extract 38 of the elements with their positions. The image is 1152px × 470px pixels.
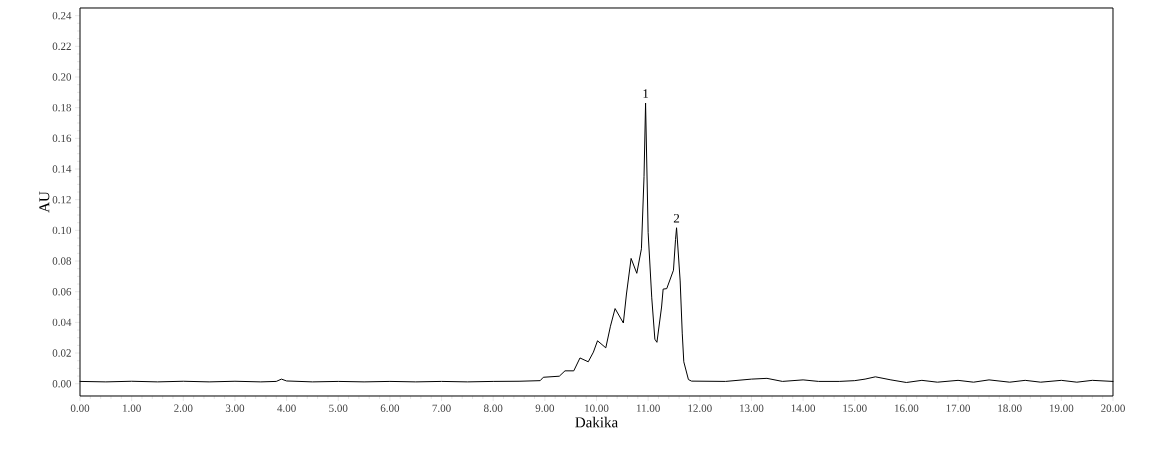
y-tick-label: 0.06 xyxy=(52,287,72,296)
y-tick-label: 0.04 xyxy=(52,318,72,327)
y-tick-label: 0.14 xyxy=(52,165,72,173)
x-tick-label: 11.00 xyxy=(636,404,660,412)
x-tick-label: 14.00 xyxy=(791,404,816,412)
x-tick-label: 7.00 xyxy=(432,404,451,412)
x-tick-label: 12.00 xyxy=(688,404,712,412)
x-tick-label: 17.00 xyxy=(946,404,970,412)
x-tick-label: 1.00 xyxy=(123,404,141,412)
y-tick-label: 0.24 xyxy=(52,11,72,20)
y-tick-label: 0.10 xyxy=(52,226,72,235)
x-tick-label: 13.00 xyxy=(740,404,764,412)
x-tick-label: 9.00 xyxy=(535,404,555,412)
x-tick-label: 16.00 xyxy=(894,404,919,412)
x-tick-label: 18.00 xyxy=(998,404,1022,412)
y-axis-title: AU xyxy=(39,191,50,213)
x-tick-label: 10.00 xyxy=(585,404,609,412)
x-tick-label: 6.00 xyxy=(380,404,400,412)
x-tick-label: 19.00 xyxy=(1049,404,1074,412)
y-tick-label: 0.22 xyxy=(52,42,71,51)
y-tick-label: 0.00 xyxy=(52,379,72,388)
x-tick-label: 20.00 xyxy=(1101,404,1125,412)
x-tick-label: 4.00 xyxy=(277,404,296,412)
y-tick-label: 0.02 xyxy=(52,349,71,357)
y-tick-label: 0.12 xyxy=(52,195,71,204)
x-tick-label: 0.00 xyxy=(70,404,90,412)
annotation: 1 xyxy=(643,89,649,98)
x-tick-label: 5.00 xyxy=(329,404,348,412)
x-tick-label: 2.00 xyxy=(174,404,193,412)
annotation: 2 xyxy=(673,213,680,223)
y-tick-label: 0.08 xyxy=(52,257,72,265)
y-tick-label: 0.16 xyxy=(52,134,72,143)
y-tick-label: 0.20 xyxy=(52,73,72,81)
x-tick-label: 8.00 xyxy=(484,404,503,412)
x-axis-title: Dakika xyxy=(575,416,618,428)
x-tick-label: 15.00 xyxy=(843,404,867,412)
y-tick-label: 0.18 xyxy=(52,103,72,112)
x-tick-label: 3.00 xyxy=(225,404,245,412)
